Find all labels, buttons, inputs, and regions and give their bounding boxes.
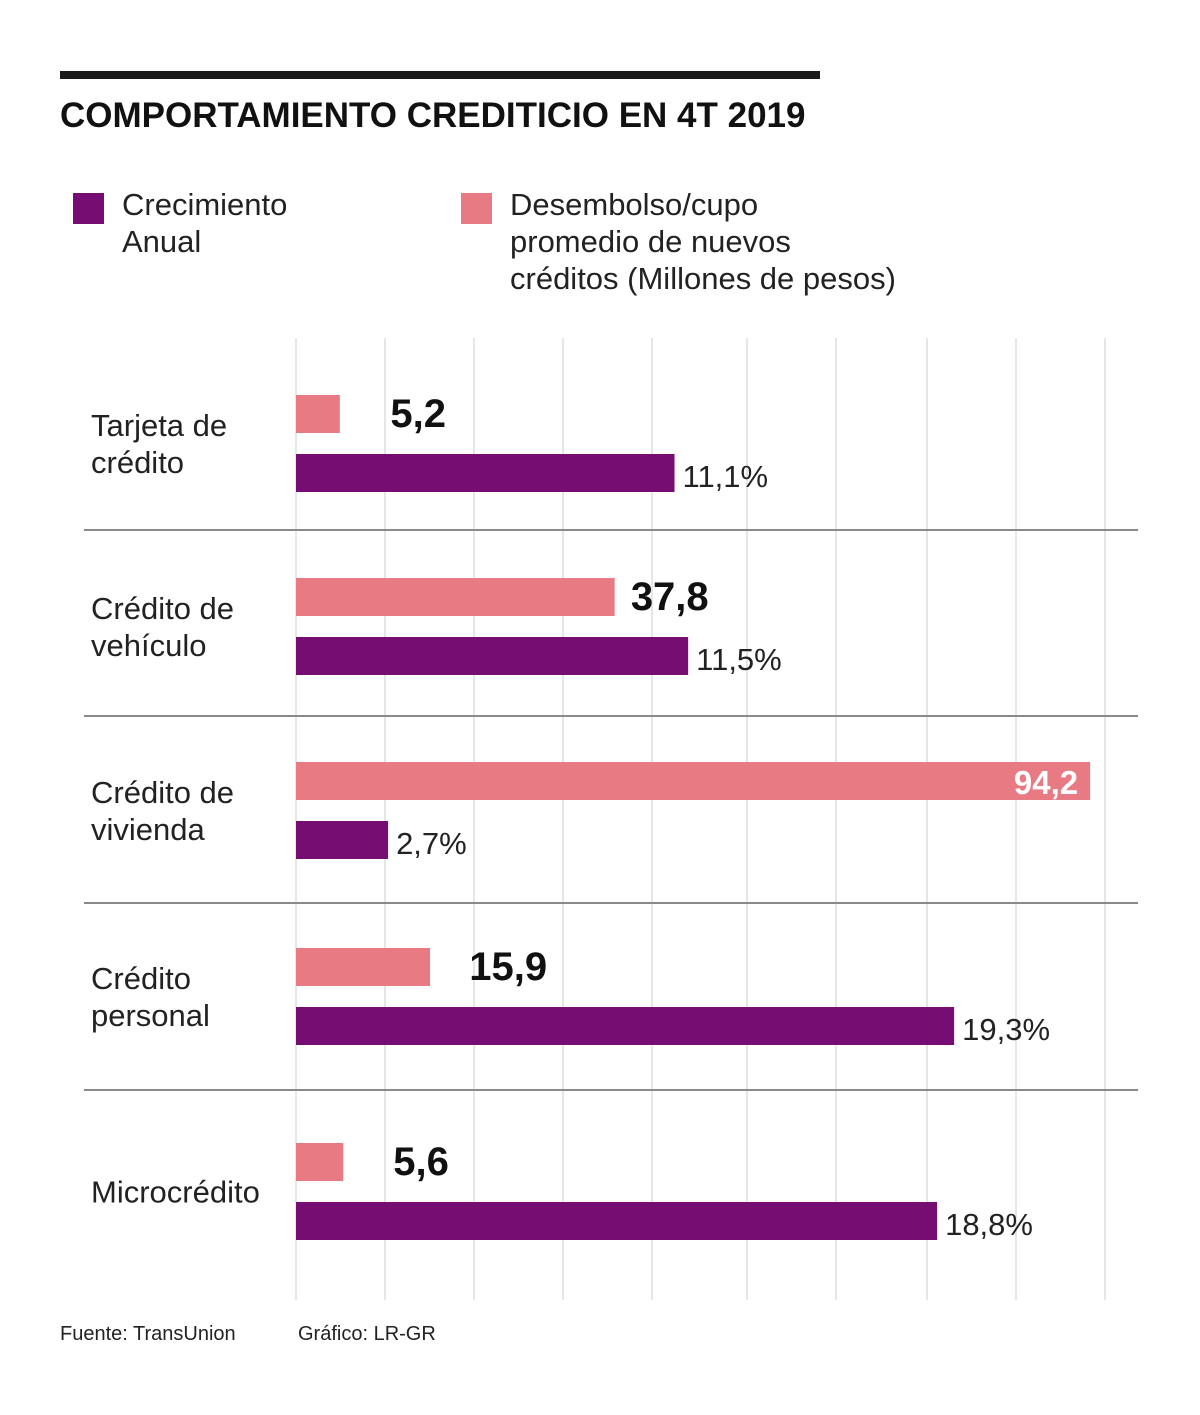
bar-chart: Tarjeta de crédito 5,2 11,1% Crédito de vehíc… xyxy=(84,338,1138,1300)
source-note: Fuente: TransUnion xyxy=(60,1323,236,1345)
category-label: Microcrédito xyxy=(91,1175,260,1210)
bar-disbursement xyxy=(296,578,615,616)
top-rule xyxy=(60,71,820,79)
category-label: Tarjeta de crédito xyxy=(91,408,227,480)
bar-disbursement xyxy=(296,395,340,433)
bar-growth xyxy=(296,637,689,675)
bar-disbursement xyxy=(296,948,431,986)
category-label: Crédito personal xyxy=(91,961,210,1033)
value-label-growth: 19,3% xyxy=(962,1012,1050,1047)
value-label-growth: 18,8% xyxy=(945,1207,1033,1242)
value-label-growth: 11,5% xyxy=(696,642,782,677)
bar-growth xyxy=(296,454,675,492)
value-label-growth: 11,1% xyxy=(683,459,769,494)
value-label-disbursement: 15,9 xyxy=(469,945,547,989)
value-label-disbursement: 5,2 xyxy=(390,392,446,436)
bar-growth xyxy=(296,821,389,859)
bar-disbursement xyxy=(296,1143,344,1181)
legend-item-growth: Crecimiento Anual xyxy=(73,186,287,260)
legend-swatch-growth xyxy=(73,193,104,224)
bar-disbursement xyxy=(296,762,1091,800)
value-label-growth: 2,7% xyxy=(396,826,467,861)
bar-growth xyxy=(296,1007,955,1045)
legend-item-disbursement: Desembolso/cupo promedio de nuevos crédito… xyxy=(461,186,896,297)
bar-growth xyxy=(296,1202,938,1240)
category-label: Crédito de vivienda xyxy=(91,775,234,847)
chart-title: COMPORTAMIENTO CREDITICIO EN 4T 2019 xyxy=(60,96,806,135)
legend-swatch-disbursement xyxy=(461,193,492,224)
legend-label-growth: Crecimiento Anual xyxy=(122,187,288,259)
graphic-credit: Gráfico: LR-GR xyxy=(298,1323,436,1345)
value-label-disbursement: 5,6 xyxy=(393,1140,449,1184)
value-label-disbursement: 37,8 xyxy=(631,575,709,619)
legend-label-disbursement: Desembolso/cupo promedio de nuevos crédito… xyxy=(510,187,896,296)
value-label-disbursement: 94,2 xyxy=(1014,764,1078,801)
category-label: Crédito de vehículo xyxy=(91,591,234,663)
